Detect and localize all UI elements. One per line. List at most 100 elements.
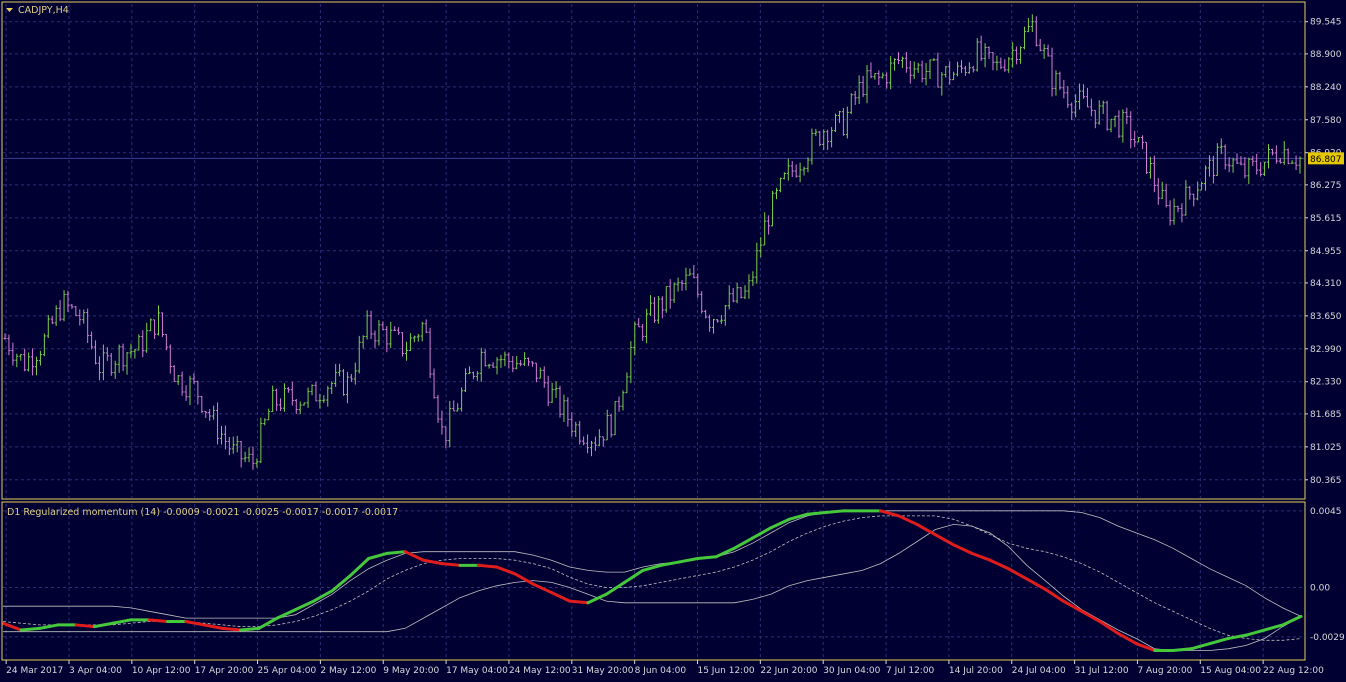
time-tick-label: 9 May 20:00 <box>383 666 439 676</box>
price-bar <box>200 395 204 414</box>
price-bar <box>747 274 751 299</box>
price-bar <box>1093 109 1097 129</box>
price-bar <box>1070 102 1074 120</box>
price-bar <box>1156 178 1160 205</box>
price-bar <box>1180 203 1184 223</box>
price-bar <box>1278 158 1282 164</box>
price-bar <box>601 436 605 447</box>
price-bar <box>1085 87 1089 108</box>
price-bar <box>1097 100 1101 125</box>
price-bar <box>723 305 727 326</box>
price-bar <box>164 333 168 351</box>
price-bar <box>656 295 660 324</box>
price-bar <box>416 333 420 342</box>
price-bar <box>149 318 153 332</box>
price-bar <box>90 331 94 350</box>
price-bar <box>113 360 117 379</box>
price-bar <box>975 38 979 72</box>
price-bar <box>1207 155 1211 177</box>
price-bar <box>826 129 830 150</box>
price-bar <box>1117 110 1121 138</box>
dropdown-arrow-icon[interactable] <box>6 8 13 12</box>
momentum-segment <box>220 626 243 632</box>
price-bar <box>1219 138 1223 155</box>
price-bar <box>172 365 176 382</box>
price-bar <box>944 65 948 78</box>
price-bar <box>1270 148 1274 156</box>
price-bar <box>684 267 688 291</box>
price-bar <box>1144 141 1148 174</box>
price-bar <box>885 72 889 89</box>
time-tick-label: 24 May 12:00 <box>509 666 571 676</box>
price-bar <box>326 386 330 407</box>
price-bar <box>1078 83 1082 110</box>
time-tick-label: 7 Jul 12:00 <box>886 666 935 676</box>
price-bar <box>1030 14 1034 32</box>
time-tick-label: 22 Jun 20:00 <box>760 666 817 676</box>
price-bar <box>582 436 586 446</box>
momentum-segment <box>1281 614 1303 627</box>
momentum-segment <box>440 562 462 567</box>
price-bar <box>794 164 798 178</box>
price-bar <box>192 373 196 384</box>
price-bar <box>1062 79 1066 99</box>
price-bar <box>1231 157 1235 173</box>
momentum-segment <box>312 589 334 603</box>
price-bar <box>1141 135 1145 150</box>
momentum-segment <box>970 551 992 562</box>
price-bar <box>58 300 62 322</box>
price-bar <box>82 309 86 324</box>
price-bar <box>487 363 491 369</box>
price-bar <box>952 71 956 81</box>
price-bar <box>1050 47 1054 97</box>
price-bar <box>286 387 290 393</box>
price-bar <box>562 394 566 422</box>
price-bar <box>853 91 857 105</box>
price-bar <box>1164 183 1168 208</box>
price-bar <box>715 319 719 323</box>
price-bar <box>558 385 562 418</box>
momentum-segment <box>1226 633 1248 641</box>
momentum-segment <box>239 626 261 632</box>
price-bar <box>645 308 649 344</box>
price-bar <box>1160 181 1164 199</box>
time-tick-label: 15 Jun 12:00 <box>697 666 754 676</box>
price-bar <box>188 375 192 406</box>
price-bar <box>1101 100 1105 115</box>
price-bar <box>1015 46 1019 65</box>
price-bar <box>1247 157 1251 185</box>
momentum-segment <box>184 620 206 627</box>
price-bar <box>857 75 861 104</box>
price-bar <box>251 446 255 470</box>
price-bar <box>365 310 369 340</box>
price-bar <box>751 271 755 286</box>
price-bar <box>1011 42 1015 68</box>
price-bar <box>282 383 286 412</box>
price-bar <box>397 327 401 335</box>
price-bar <box>1267 144 1271 169</box>
momentum-segment <box>988 558 1010 571</box>
price-bar <box>680 280 684 291</box>
price-bar <box>904 51 908 73</box>
price-bar <box>168 344 172 374</box>
price-bar <box>578 420 582 445</box>
price-bar <box>314 381 318 402</box>
price-bar <box>216 402 220 445</box>
price-bar <box>688 268 692 276</box>
price-bar <box>1007 57 1011 73</box>
time-tick-label: 3 Apr 04:00 <box>69 666 122 676</box>
price-bar <box>1251 155 1255 167</box>
indicator-tick-label: 0.00 <box>1310 583 1330 593</box>
price-bar <box>345 371 349 404</box>
time-tick-label: 31 Jul 12:00 <box>1075 666 1129 676</box>
price-bar <box>515 355 519 370</box>
price-bar <box>1148 156 1152 179</box>
momentum-segment <box>787 512 809 521</box>
price-bar <box>38 350 42 366</box>
price-bar <box>105 347 109 361</box>
price-bar <box>1274 145 1278 164</box>
price-bar <box>550 382 554 403</box>
time-tick-label: 17 May 04:00 <box>446 666 508 676</box>
signal-dashed-line <box>2 515 1302 641</box>
